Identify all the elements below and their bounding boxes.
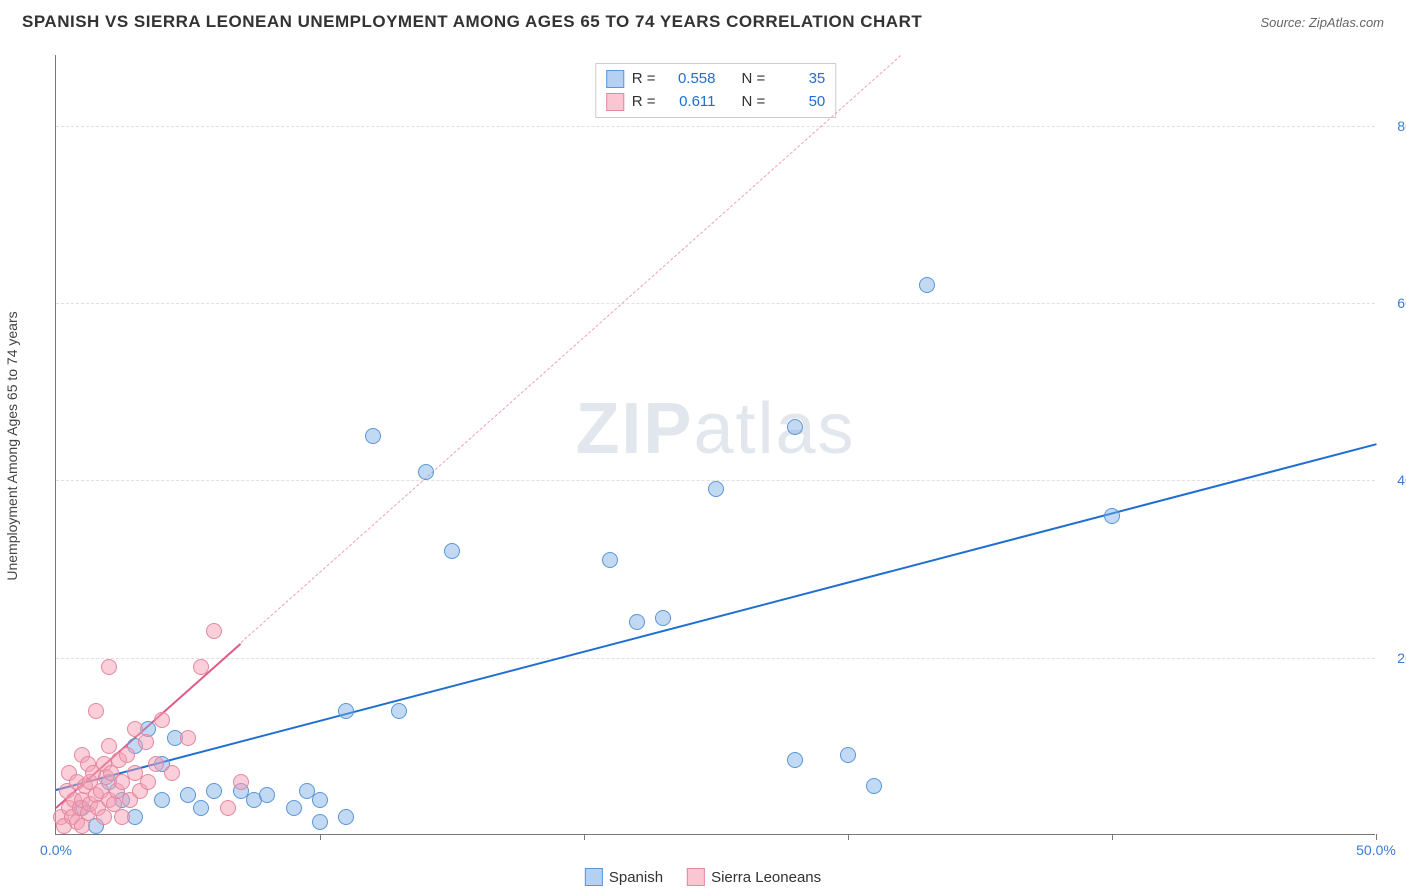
bottom-legend: Spanish Sierra Leoneans bbox=[585, 868, 821, 886]
n-value: 35 bbox=[773, 68, 825, 91]
data-point bbox=[180, 787, 196, 803]
x-tick-mark bbox=[584, 834, 585, 840]
x-tick-label: 50.0% bbox=[1356, 842, 1396, 858]
gridline-h bbox=[56, 658, 1375, 659]
data-point bbox=[629, 614, 645, 630]
data-point bbox=[602, 552, 618, 568]
data-point bbox=[840, 747, 856, 763]
n-label: N = bbox=[742, 91, 766, 114]
data-point bbox=[96, 809, 112, 825]
data-point bbox=[286, 800, 302, 816]
watermark-zip: ZIP bbox=[575, 389, 693, 469]
data-point bbox=[233, 774, 249, 790]
data-point bbox=[164, 765, 180, 781]
data-point bbox=[140, 774, 156, 790]
data-point bbox=[787, 419, 803, 435]
data-point bbox=[154, 792, 170, 808]
data-point bbox=[180, 730, 196, 746]
y-tick-label: 60.0% bbox=[1382, 295, 1406, 311]
r-label: R = bbox=[632, 68, 656, 91]
y-tick-label: 20.0% bbox=[1382, 650, 1406, 666]
data-point bbox=[88, 703, 104, 719]
x-tick-label: 0.0% bbox=[40, 842, 72, 858]
data-point bbox=[444, 543, 460, 559]
data-point bbox=[101, 659, 117, 675]
data-point bbox=[138, 734, 154, 750]
r-value: 0.611 bbox=[664, 91, 716, 114]
x-tick-mark bbox=[1112, 834, 1113, 840]
legend-item: Sierra Leoneans bbox=[687, 868, 821, 886]
n-label: N = bbox=[742, 68, 766, 91]
data-point bbox=[391, 703, 407, 719]
source-label: Source: ZipAtlas.com bbox=[1260, 15, 1384, 30]
stats-legend-row: R = 0.611 N = 50 bbox=[606, 91, 826, 114]
watermark: ZIPatlas bbox=[575, 388, 855, 470]
plot-area: ZIPatlas R =0.558N =35R =0.611N =50 20.0… bbox=[55, 55, 1375, 835]
x-tick-mark bbox=[1376, 834, 1377, 840]
data-point bbox=[708, 481, 724, 497]
r-label: R = bbox=[632, 91, 656, 114]
data-point bbox=[206, 783, 222, 799]
legend-swatch bbox=[687, 868, 705, 886]
data-point bbox=[119, 747, 135, 763]
legend-label: Spanish bbox=[609, 869, 663, 886]
trend-line-dashed bbox=[240, 55, 901, 643]
legend-item: Spanish bbox=[585, 868, 663, 886]
legend-swatch bbox=[606, 93, 624, 111]
data-point bbox=[193, 800, 209, 816]
data-point bbox=[866, 778, 882, 794]
data-point bbox=[154, 712, 170, 728]
data-point bbox=[220, 800, 236, 816]
stats-legend-row: R = 0.558 N = 35 bbox=[606, 68, 826, 91]
gridline-h bbox=[56, 303, 1375, 304]
data-point bbox=[148, 756, 164, 772]
data-point bbox=[312, 814, 328, 830]
data-point bbox=[114, 809, 130, 825]
y-tick-label: 80.0% bbox=[1382, 118, 1406, 134]
stats-legend: R = 0.558 N = 35 R = 0.611 N = 50 bbox=[595, 63, 837, 118]
gridline-h bbox=[56, 126, 1375, 127]
data-point bbox=[338, 703, 354, 719]
data-point bbox=[259, 787, 275, 803]
data-point bbox=[312, 792, 328, 808]
legend-label: Sierra Leoneans bbox=[711, 869, 821, 886]
data-point bbox=[787, 752, 803, 768]
n-value: 50 bbox=[773, 91, 825, 114]
data-point bbox=[193, 659, 209, 675]
y-axis-title: Unemployment Among Ages 65 to 74 years bbox=[4, 311, 20, 580]
data-point bbox=[1104, 508, 1120, 524]
legend-swatch bbox=[585, 868, 603, 886]
r-value: 0.558 bbox=[664, 68, 716, 91]
chart-title: SPANISH VS SIERRA LEONEAN UNEMPLOYMENT A… bbox=[22, 12, 922, 32]
watermark-atlas: atlas bbox=[693, 389, 855, 469]
x-tick-mark bbox=[848, 834, 849, 840]
legend-swatch bbox=[606, 70, 624, 88]
y-tick-label: 40.0% bbox=[1382, 472, 1406, 488]
data-point bbox=[338, 809, 354, 825]
x-tick-mark bbox=[320, 834, 321, 840]
data-point bbox=[418, 464, 434, 480]
data-point bbox=[655, 610, 671, 626]
data-point bbox=[206, 623, 222, 639]
data-point bbox=[365, 428, 381, 444]
data-point bbox=[919, 277, 935, 293]
